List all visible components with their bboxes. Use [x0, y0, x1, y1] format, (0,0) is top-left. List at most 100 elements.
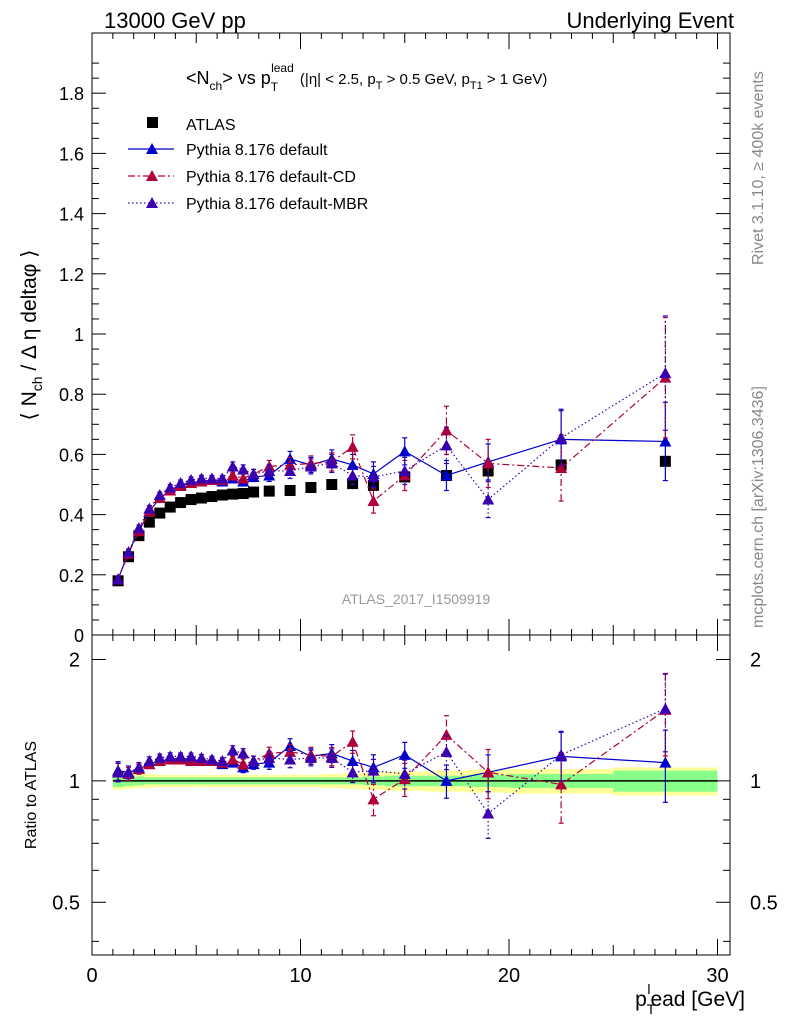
legend-label-mbr: Pythia 8.176 default-MBR	[186, 196, 368, 213]
mc-data-point	[398, 464, 411, 476]
mc-data-point	[555, 461, 568, 473]
mc-data-point	[659, 435, 672, 447]
atlas-data-point	[284, 485, 296, 497]
x-axis-label: pTlead [GeV]	[635, 981, 745, 1017]
mc-data-point	[440, 424, 453, 436]
ratio-data-point	[237, 747, 250, 759]
y-tick-label: 0.2	[59, 566, 84, 586]
atlas-data-point	[164, 501, 176, 513]
main-y-axis-label: ⟨ Nch / Δ η deltaφ ⟩	[18, 250, 45, 421]
mc-data-point	[174, 476, 187, 488]
mc-data-point	[284, 458, 297, 470]
atlas-data-point	[326, 479, 338, 490]
ratio-y-tick-label-right: 0.5	[750, 892, 778, 914]
legend-marker-default	[146, 143, 158, 154]
y-tick-label: 1.8	[59, 84, 84, 104]
x-tick-label: 30	[706, 965, 728, 987]
analysis-id-annotation: ATLAS_2017_I1509919	[342, 591, 491, 607]
atlas-data-point	[185, 494, 197, 506]
ratio-data-point	[482, 807, 495, 819]
ratio-data-point	[132, 761, 145, 773]
ratio-data-point	[367, 793, 380, 805]
atlas-data-point	[143, 516, 155, 528]
atlas-data-point	[216, 489, 228, 501]
ratio-data-point	[346, 735, 359, 747]
atlas-data-point	[237, 488, 249, 500]
mc-data-point	[237, 472, 250, 484]
mc-data-point	[143, 502, 156, 514]
y-tick-label: 1.6	[59, 144, 84, 164]
mc-data-point	[659, 367, 672, 379]
ratio-data-point	[122, 766, 135, 778]
atlas-data-point	[305, 482, 317, 494]
mc-data-point	[346, 458, 359, 470]
mc-data-point	[346, 440, 359, 452]
mc-series-line-1	[117, 438, 666, 580]
y-tick-label: 0.4	[59, 506, 84, 526]
ratio-y-tick-label: 0.5	[52, 892, 80, 914]
ratio-data-point	[398, 748, 411, 760]
mc-data-point	[367, 495, 380, 507]
mc-data-point	[367, 470, 380, 482]
mc-data-point	[164, 481, 177, 493]
mc-data-point	[325, 457, 338, 469]
ratio-data-point	[164, 750, 177, 762]
mc-data-point	[226, 469, 239, 481]
ratio-data-point	[112, 766, 125, 778]
ratio-data-point	[346, 755, 359, 767]
ratio-data-point	[143, 755, 156, 767]
x-tick-label: 20	[498, 965, 520, 987]
mc-data-point	[440, 439, 453, 451]
atlas-data-point	[154, 507, 166, 519]
ratio-data-point	[440, 728, 453, 740]
ratio-data-point	[482, 766, 495, 778]
mc-data-point	[482, 493, 495, 505]
atlas-data-point	[206, 491, 218, 503]
ratio-data-point	[226, 744, 239, 756]
mc-data-point	[440, 469, 453, 481]
ratio-panel: Ratio to ATLAS 0.5 0.51 12 20 10 20 30 pTlead …	[23, 634, 778, 1017]
ratio-data-point	[367, 764, 380, 776]
ratio-data-point	[440, 745, 453, 757]
y-tick-label: 1	[74, 325, 84, 345]
ratio-data-point	[226, 753, 239, 765]
mc-data-point	[153, 489, 166, 501]
legend-marker-mbr	[146, 197, 158, 208]
main-panel: <Nch> vs pTlead (|η| < 2.5, pT > 0.5 GeV…	[18, 32, 731, 646]
y-tick-label: 1.2	[59, 265, 84, 285]
mc-data-point	[247, 467, 260, 479]
ratio-data-point	[346, 766, 359, 778]
mc-data-point	[346, 469, 359, 481]
x-tick-label: 10	[289, 965, 311, 987]
ratio-data-point	[185, 750, 198, 762]
ratio-data-point	[325, 751, 338, 763]
atlas-data-point	[227, 488, 239, 500]
ratio-data-point	[263, 751, 276, 763]
ratio-data-point	[237, 758, 250, 770]
ratio-data-point	[195, 751, 208, 763]
legend-marker-atlas	[147, 117, 158, 128]
ratio-data-point	[659, 756, 672, 768]
ratio-data-point	[174, 750, 187, 762]
ratio-y-tick-label-right: 1	[750, 771, 761, 793]
ratio-frame	[91, 634, 731, 956]
source-text: mcplots.cern.ch [arXiv:1306.3436]	[750, 386, 767, 628]
legend-label-atlas: ATLAS	[186, 117, 236, 134]
x-tick-label: 0	[86, 965, 97, 987]
chart-title: <Nch> vs pTlead (|η| < 2.5, pT > 0.5 GeV…	[186, 61, 547, 94]
ratio-y-tick-label: 1	[69, 771, 80, 793]
header-right: Underlying Event	[566, 8, 734, 33]
ratio-data-point	[555, 748, 568, 760]
y-tick-label: 0	[74, 626, 84, 646]
ratio-data-point	[205, 753, 218, 765]
rivet-version-text: Rivet 3.1.10, ≥ 400k events	[750, 71, 767, 265]
mc-data-point	[398, 445, 411, 457]
legend-marker-cd	[146, 170, 158, 181]
mc-data-point	[304, 460, 317, 472]
atlas-data-point	[248, 486, 260, 498]
mc-data-point	[185, 473, 198, 485]
mc-data-point	[205, 472, 218, 484]
ratio-data-point	[304, 751, 317, 763]
mc-data-point	[112, 573, 125, 585]
